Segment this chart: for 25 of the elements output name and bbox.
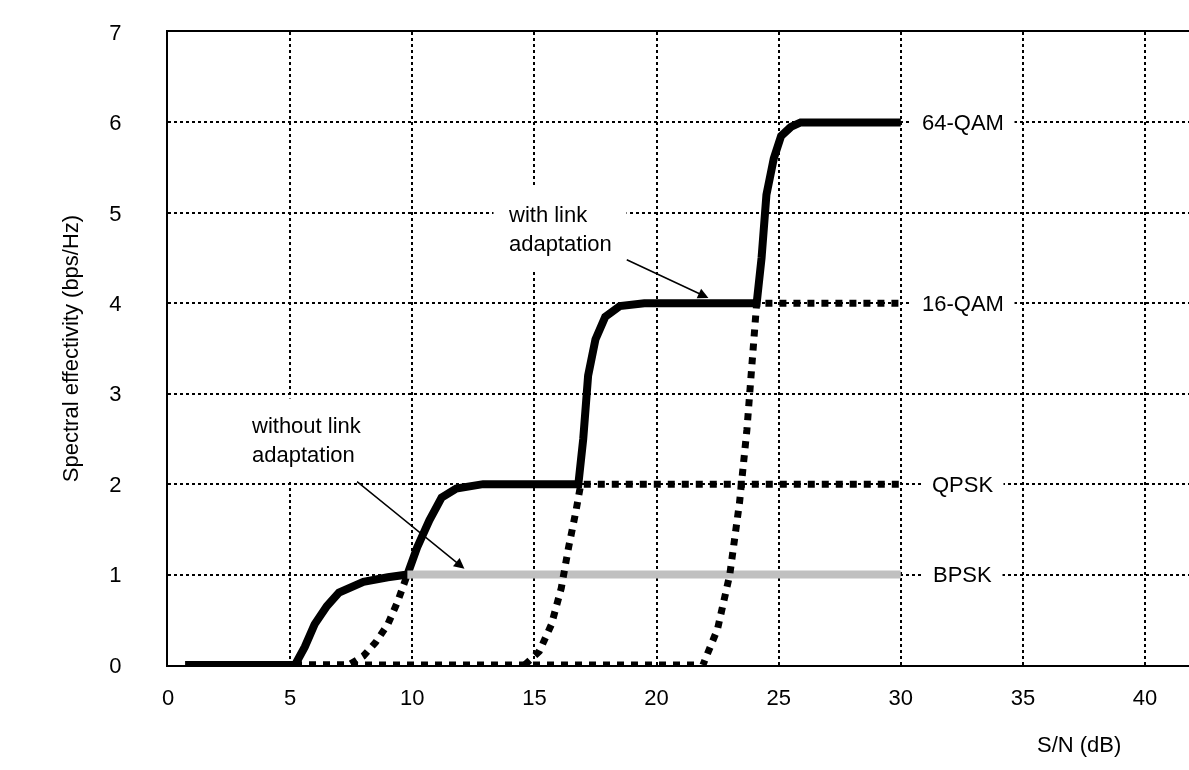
- y-tick-label: 5: [109, 200, 122, 226]
- y-tick-label: 2: [109, 471, 122, 497]
- series-label: 16-QAM: [922, 291, 1004, 316]
- x-tick-label: 10: [400, 685, 425, 711]
- x-tick-label: 5: [284, 685, 297, 711]
- x-tick-label: 35: [1010, 685, 1036, 711]
- y-tick-label: 7: [109, 19, 122, 45]
- y-axis-title: Spectral effectivity (bps/Hz): [57, 214, 83, 483]
- series-label: BPSK: [933, 562, 993, 587]
- series-label: QPSK: [932, 472, 994, 497]
- y-tick-label: 0: [109, 652, 122, 678]
- annotation: without link adaptation: [251, 413, 362, 467]
- y-tick-label: 4: [109, 290, 122, 316]
- x-tick-label: 15: [522, 685, 547, 711]
- x-tick-label: 20: [644, 685, 669, 711]
- x-axis-title: S/N (dB): [1037, 732, 1122, 757]
- x-tick-label: 0: [161, 685, 175, 711]
- x-tick-label: 25: [766, 685, 791, 711]
- series-label: 64-QAM: [922, 110, 1004, 135]
- y-tick-label: 3: [109, 381, 122, 407]
- x-tick-label: 40: [1132, 685, 1158, 711]
- y-tick-label: 1: [109, 562, 122, 588]
- x-tick-label: 30: [888, 685, 914, 711]
- annotation: with link adaptation: [508, 202, 612, 256]
- y-tick-label: 6: [109, 110, 122, 136]
